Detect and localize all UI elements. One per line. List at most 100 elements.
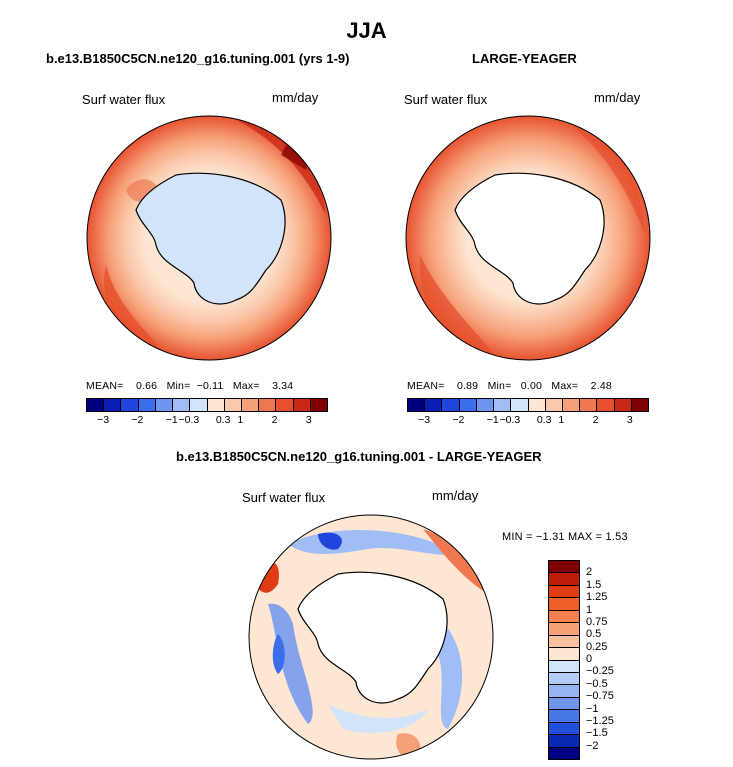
panel3-antarctica-continent <box>297 571 448 704</box>
colorbar-swatch <box>631 399 649 411</box>
colorbar-tick-label: 0.3 <box>536 414 552 426</box>
colorbar-swatch <box>549 672 579 686</box>
panel3-negative-patch <box>268 603 313 724</box>
panel2-map-border <box>405 115 651 361</box>
panel3-variable-label: Surf water flux <box>242 490 326 505</box>
colorbar-swatch <box>190 399 208 411</box>
colorbar-swatch <box>442 399 460 411</box>
colorbar-tick-label: −0.25 <box>586 665 614 678</box>
colorbar-tick-label: −0.3 <box>499 414 521 426</box>
colorbar-tick-label: 0 <box>586 653 593 665</box>
panel1-variable-label: Surf water flux <box>82 92 166 107</box>
panel3-strong-negative-patch <box>272 634 285 674</box>
colorbar-swatch <box>241 399 260 411</box>
colorbar-tick-label: 1 <box>237 414 244 426</box>
panel2-polar-map <box>405 115 651 361</box>
colorbar-tick-label: 2 <box>592 414 599 426</box>
colorbar-tick-label: 0.3 <box>215 414 231 426</box>
colorbar-swatch <box>87 399 105 411</box>
panel2-variable-label: Surf water flux <box>404 92 488 107</box>
colorbar-swatch <box>549 747 579 759</box>
colorbar-swatch <box>259 399 277 411</box>
panel3-weak-negative-patch <box>328 704 428 733</box>
colorbar-tick-label: −2 <box>131 414 144 426</box>
colorbar-tick-label: 2 <box>586 566 593 579</box>
panel1-polar-map <box>86 115 332 361</box>
panel1-stats: MEAN= 0.66 Min= −0.11 Max= 3.34 <box>86 380 294 392</box>
panel1-map-border <box>86 115 332 361</box>
panel1-max-flux-patch <box>281 145 311 170</box>
colorbar-swatch <box>121 399 139 411</box>
panel2-high-flux-patch <box>419 255 495 355</box>
panel3-colorbar <box>548 560 580 760</box>
panel3-map-border <box>248 514 494 760</box>
colorbar-swatch <box>549 635 579 649</box>
panel2-title: LARGE-YEAGER <box>472 51 577 66</box>
colorbar-swatch <box>549 660 579 673</box>
colorbar-tick-label: 3 <box>626 414 633 426</box>
panel2-colorbar-ticks: −3 −2 −1 −0.3 0.3 1 2 3 <box>407 414 647 428</box>
colorbar-tick-label: −1 <box>165 414 178 426</box>
colorbar-swatch <box>310 399 328 411</box>
panel2-colorbar <box>407 398 649 412</box>
colorbar-swatch <box>476 399 495 411</box>
colorbar-tick-label: −1 <box>486 414 499 426</box>
colorbar-tick-label: −1 <box>586 702 599 715</box>
colorbar-swatch <box>549 585 579 599</box>
colorbar-tick-label: 0.5 <box>586 628 602 641</box>
colorbar-tick-label: −1.5 <box>586 727 608 740</box>
colorbar-swatch <box>549 561 579 574</box>
colorbar-swatch <box>549 573 579 586</box>
panel2-units-label: mm/day <box>594 90 641 105</box>
panel3-colorbar-ticks: 2 1.5 1.25 1 0.75 0.5 0.25 0 −0.25 −0.5 −0.75 −1 −1.… <box>586 560 626 758</box>
colorbar-swatch <box>549 710 579 723</box>
colorbar-swatch <box>293 399 311 411</box>
panel2-stats: MEAN= 0.89 Min= 0.00 Max= 2.48 <box>407 380 612 392</box>
colorbar-swatch <box>549 722 579 736</box>
colorbar-swatch <box>597 399 615 411</box>
colorbar-swatch <box>562 399 581 411</box>
colorbar-tick-label: 0.25 <box>586 640 608 653</box>
colorbar-tick-label: −0.3 <box>178 414 200 426</box>
colorbar-swatch <box>545 399 563 411</box>
colorbar-tick-label: −0.5 <box>586 677 608 690</box>
panel3-polar-map <box>248 514 494 760</box>
colorbar-tick-label: 3 <box>305 414 312 426</box>
colorbar-swatch <box>528 399 546 411</box>
colorbar-tick-label: 0.75 <box>586 615 608 628</box>
colorbar-tick-label: −3 <box>418 414 431 426</box>
colorbar-swatch <box>276 399 294 411</box>
panel1-colorbar <box>86 398 328 412</box>
colorbar-swatch <box>173 399 191 411</box>
colorbar-tick-label: 2 <box>271 414 278 426</box>
panel3-units-label: mm/day <box>432 488 479 503</box>
colorbar-swatch <box>494 399 512 411</box>
panel3-strong-negative-patch <box>318 532 342 550</box>
colorbar-swatch <box>104 399 122 411</box>
colorbar-swatch <box>408 399 426 411</box>
colorbar-tick-label: −2 <box>452 414 465 426</box>
colorbar-tick-label: −0.75 <box>586 690 614 703</box>
colorbar-swatch <box>549 598 579 611</box>
panel3-title: b.e13.B1850C5CN.ne120_g16.tuning.001 - L… <box>176 449 542 464</box>
panel3-positive-patch <box>423 529 488 594</box>
colorbar-swatch <box>549 610 579 624</box>
colorbar-swatch <box>614 399 632 411</box>
colorbar-swatch <box>511 399 529 411</box>
panel3-minmax: MIN = −1.31 MAX = 1.53 <box>502 531 628 543</box>
colorbar-swatch <box>425 399 443 411</box>
colorbar-tick-label: −2 <box>586 739 599 752</box>
panel1-colorbar-ticks: −3 −2 −1 −0.3 0.3 1 2 3 <box>86 414 326 428</box>
colorbar-swatch <box>549 697 579 711</box>
colorbar-swatch <box>459 399 477 411</box>
colorbar-swatch <box>224 399 242 411</box>
colorbar-tick-label: 1 <box>558 414 565 426</box>
colorbar-swatch <box>207 399 225 411</box>
colorbar-swatch <box>580 399 598 411</box>
colorbar-tick-label: −3 <box>97 414 110 426</box>
panel1-units-label: mm/day <box>272 90 319 105</box>
panel1-antarctica-continent <box>135 172 286 305</box>
colorbar-tick-label: 1 <box>586 603 593 616</box>
colorbar-swatch <box>549 648 579 661</box>
colorbar-swatch <box>549 735 579 748</box>
